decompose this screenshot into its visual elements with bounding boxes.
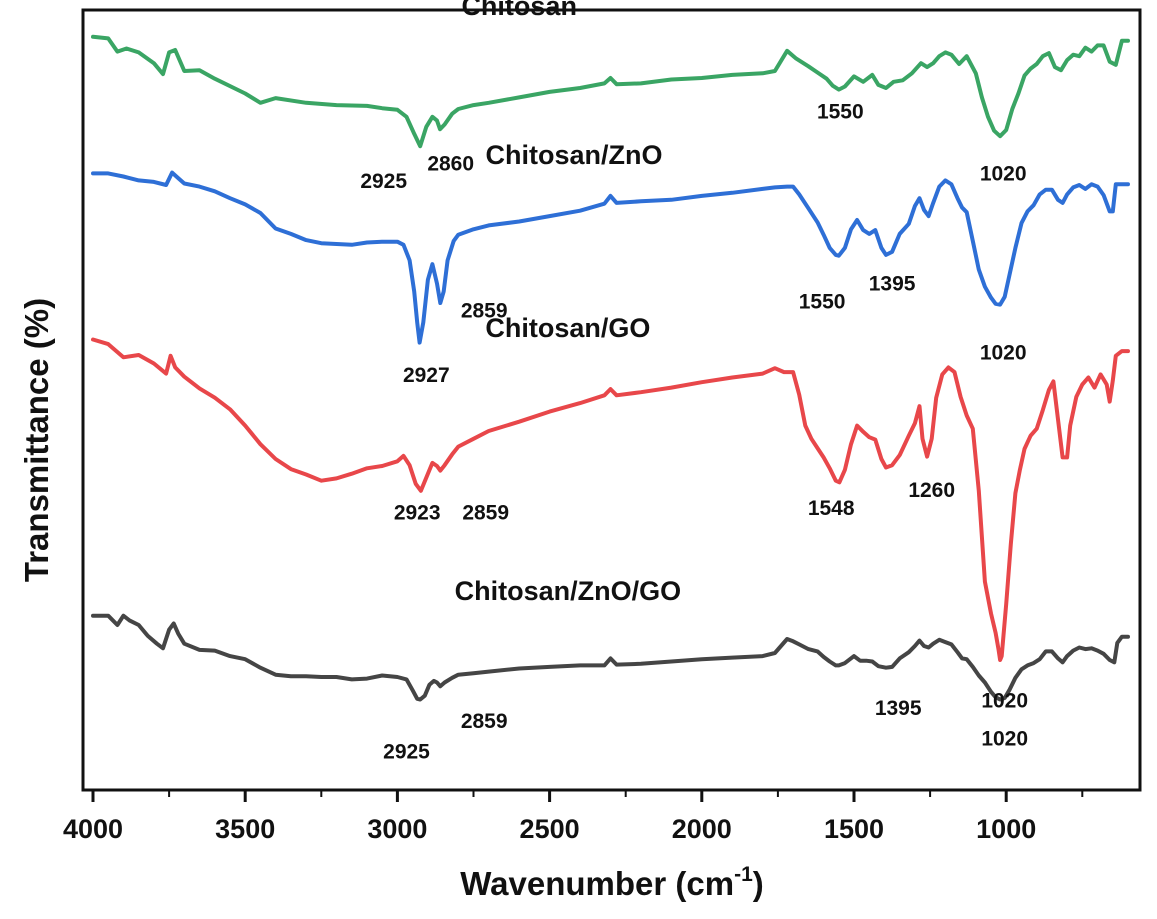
peak-label-1550: 1550 bbox=[817, 100, 864, 123]
x-tick-label: 1500 bbox=[824, 814, 884, 844]
series-line-chitosan-zno-go bbox=[91, 613, 1130, 702]
peak-label-1020: 1020 bbox=[980, 162, 1027, 185]
x-tick-label: 3000 bbox=[367, 814, 427, 844]
x-tick-layer: 4000 3500 3000 2500 2000 1500 1000 bbox=[63, 790, 1084, 844]
series-name-chitosan-zno-go: Chitosan/ZnO/GO bbox=[455, 576, 682, 606]
series-layer bbox=[91, 34, 1130, 702]
peak-label-2859: 2859 bbox=[461, 300, 508, 323]
peak-label-1020: 1020 bbox=[980, 342, 1027, 365]
series-name-chitosan-go: Chitosan/GO bbox=[485, 313, 650, 343]
peak-annotation-layer: 2925 2860 1550 1020 2859 2927 1550 1395 1020 2923… bbox=[360, 100, 1028, 763]
peak-label-1020: 1020 bbox=[981, 689, 1028, 712]
peak-label-2860: 2860 bbox=[427, 152, 474, 175]
plot-frame bbox=[81, 8, 1142, 792]
series-label-layer: ChitosanChitosan/ZnOChitosan/GOChitosan/… bbox=[455, 0, 682, 606]
y-axis-title: Transmittance (%) bbox=[18, 298, 55, 582]
peak-label-2925: 2925 bbox=[360, 170, 407, 193]
peak-label-1548: 1548 bbox=[808, 497, 855, 520]
peak-label-1550: 1550 bbox=[799, 290, 846, 313]
x-tick-label: 4000 bbox=[63, 814, 123, 844]
peak-label-2859: 2859 bbox=[462, 502, 509, 525]
series-line-chitosan-zno bbox=[91, 170, 1130, 345]
x-tick-label: 2500 bbox=[520, 814, 580, 844]
x-tick-label: 3500 bbox=[215, 814, 275, 844]
x-axis-title: Wavenumber (cm-1) bbox=[460, 863, 764, 902]
peak-label-1395: 1395 bbox=[875, 697, 922, 720]
series-line-chitosan bbox=[91, 34, 1130, 149]
x-tick-label: 2000 bbox=[672, 814, 732, 844]
peak-label-1260: 1260 bbox=[908, 479, 955, 502]
series-line-chitosan-go bbox=[91, 337, 1130, 662]
peak-label-2923: 2923 bbox=[394, 502, 441, 525]
x-tick-label: 1000 bbox=[976, 814, 1036, 844]
peak-label-2859: 2859 bbox=[461, 710, 508, 733]
peak-label-1395: 1395 bbox=[869, 273, 916, 296]
series-name-chitosan-zno: Chitosan/ZnO bbox=[486, 140, 663, 170]
peak-label-2925: 2925 bbox=[383, 741, 430, 764]
peak-label-2927: 2927 bbox=[403, 364, 450, 387]
peak-label-1020: 1020 bbox=[981, 727, 1028, 750]
x-axis-title-superscript: -1 bbox=[734, 863, 753, 886]
